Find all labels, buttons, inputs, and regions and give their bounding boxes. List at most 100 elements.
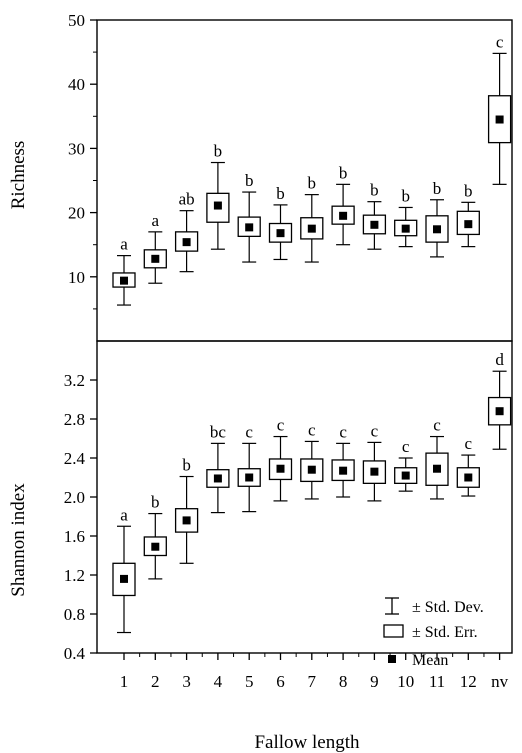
shannon-box-nv: d xyxy=(487,350,512,450)
legend-se-symbol xyxy=(383,624,404,638)
shannon-mean-marker xyxy=(245,473,254,482)
x-tick-label: 6 xyxy=(276,672,285,691)
x-tick-label: 8 xyxy=(339,672,348,691)
richness-mean-marker xyxy=(245,223,254,232)
richness-significance-letter: b xyxy=(433,179,442,198)
richness-y-tick-label: 20 xyxy=(68,204,85,223)
shannon-significance-letter: c xyxy=(402,437,410,456)
shannon-mean-marker xyxy=(120,574,128,583)
legend-mean-label: Mean xyxy=(412,652,448,669)
shannon-significance-letter: b xyxy=(151,493,160,512)
richness-significance-letter: b xyxy=(245,171,254,190)
shannon-box-3: b xyxy=(174,456,199,564)
richness-significance-letter: b xyxy=(401,186,410,205)
shannon-significance-letter: c xyxy=(308,420,316,439)
shannon-significance-letter: c xyxy=(277,416,285,435)
richness-box-1: a xyxy=(112,235,136,306)
shannon-box-1: a xyxy=(112,505,136,634)
richness-y-tick-label: 40 xyxy=(68,75,85,94)
richness-mean-marker xyxy=(307,224,316,233)
x-tick-label: 4 xyxy=(214,672,223,691)
y-axis-label-richness: Richness xyxy=(8,141,29,210)
shannon-significance-letter: c xyxy=(433,416,441,435)
richness-plot-frame xyxy=(96,19,513,342)
legend-sd-label: ± Std. Dev. xyxy=(412,599,484,616)
richness-mean-marker xyxy=(433,225,441,234)
shannon-y-tick-label: 1.2 xyxy=(64,566,85,585)
x-tick-label: 12 xyxy=(460,672,477,691)
richness-box-9: b xyxy=(362,181,387,250)
richness-box-12: b xyxy=(456,181,480,248)
legend-se-label: ± Std. Err. xyxy=(412,624,478,641)
richness-box-4: b xyxy=(206,142,230,250)
shannon-significance-letter: c xyxy=(245,422,253,441)
richness-significance-letter: b xyxy=(339,163,348,182)
richness-mean-marker xyxy=(151,254,160,263)
shannon-mean-marker xyxy=(307,465,316,474)
richness-significance-letter: b xyxy=(464,181,473,200)
shannon-box-8: c xyxy=(331,422,355,498)
x-tick-label: 7 xyxy=(308,672,317,691)
richness-significance-letter: b xyxy=(370,181,379,200)
richness-y-tick-label: 50 xyxy=(68,11,85,30)
richness-mean-marker xyxy=(339,211,348,220)
x-tick-label: 3 xyxy=(182,672,191,691)
shannon-box-7: c xyxy=(300,420,324,500)
richness-mean-marker xyxy=(464,220,473,229)
richness-box-7: b xyxy=(300,174,324,263)
shannon-y-tick-label: 2.4 xyxy=(64,449,86,468)
richness-box-5: b xyxy=(237,171,261,263)
shannon-y-tick-label: 0.8 xyxy=(64,605,85,624)
richness-box-11: b xyxy=(425,179,449,258)
shannon-y-tick-label: 2.8 xyxy=(64,410,85,429)
shannon-mean-marker xyxy=(464,473,473,482)
richness-box-3: ab xyxy=(174,190,199,273)
shannon-box-10: c xyxy=(394,437,418,492)
richness-box-6: b xyxy=(268,184,293,261)
richness-significance-letter: b xyxy=(276,184,285,203)
richness-mean-marker xyxy=(120,276,128,285)
shannon-y-tick-label: 3.2 xyxy=(64,371,85,390)
legend-mean-symbol xyxy=(388,655,396,663)
richness-significance-letter: a xyxy=(152,211,160,230)
richness-mean-marker xyxy=(370,220,379,229)
shannon-mean-marker xyxy=(213,474,222,483)
shannon-mean-marker xyxy=(276,464,285,473)
x-axis-label: Fallow length xyxy=(254,732,360,753)
richness-significance-letter: b xyxy=(308,174,317,193)
shannon-box-5: c xyxy=(237,422,261,513)
shannon-box-9: c xyxy=(362,421,387,502)
x-tick-label: 10 xyxy=(397,672,414,691)
shannon-significance-letter: a xyxy=(120,505,128,524)
shannon-box-6: c xyxy=(268,416,293,502)
richness-box-2: a xyxy=(143,211,167,284)
x-tick-label: 2 xyxy=(151,672,160,691)
shannon-box-4: bc xyxy=(206,422,230,514)
shannon-significance-letter: c xyxy=(465,434,473,453)
shannon-significance-letter: bc xyxy=(210,422,227,441)
shannon-y-tick-label: 1.6 xyxy=(64,527,85,546)
shannon-significance-letter: d xyxy=(495,350,504,369)
y-axis-label-shannon: Shannon index xyxy=(8,483,29,597)
richness-significance-letter: c xyxy=(496,32,504,51)
richness-significance-letter: a xyxy=(120,235,128,254)
shannon-mean-marker xyxy=(433,464,441,473)
shannon-box-12: c xyxy=(456,434,480,497)
richness-y-tick-label: 10 xyxy=(68,268,85,287)
richness-mean-marker xyxy=(495,115,504,124)
richness-box-nv: c xyxy=(487,32,512,185)
richness-box-10: b xyxy=(394,186,418,248)
richness-y-tick-label: 30 xyxy=(68,139,85,158)
shannon-significance-letter: c xyxy=(339,422,347,441)
shannon-significance-letter: c xyxy=(371,421,379,440)
richness-significance-letter: b xyxy=(214,142,223,161)
richness-mean-marker xyxy=(401,224,410,233)
shannon-box-2: b xyxy=(143,493,167,580)
shannon-y-tick-label: 0.4 xyxy=(64,644,86,663)
shannon-mean-marker xyxy=(339,466,348,475)
x-tick-label: 9 xyxy=(370,672,379,691)
shannon-mean-marker xyxy=(182,516,191,525)
